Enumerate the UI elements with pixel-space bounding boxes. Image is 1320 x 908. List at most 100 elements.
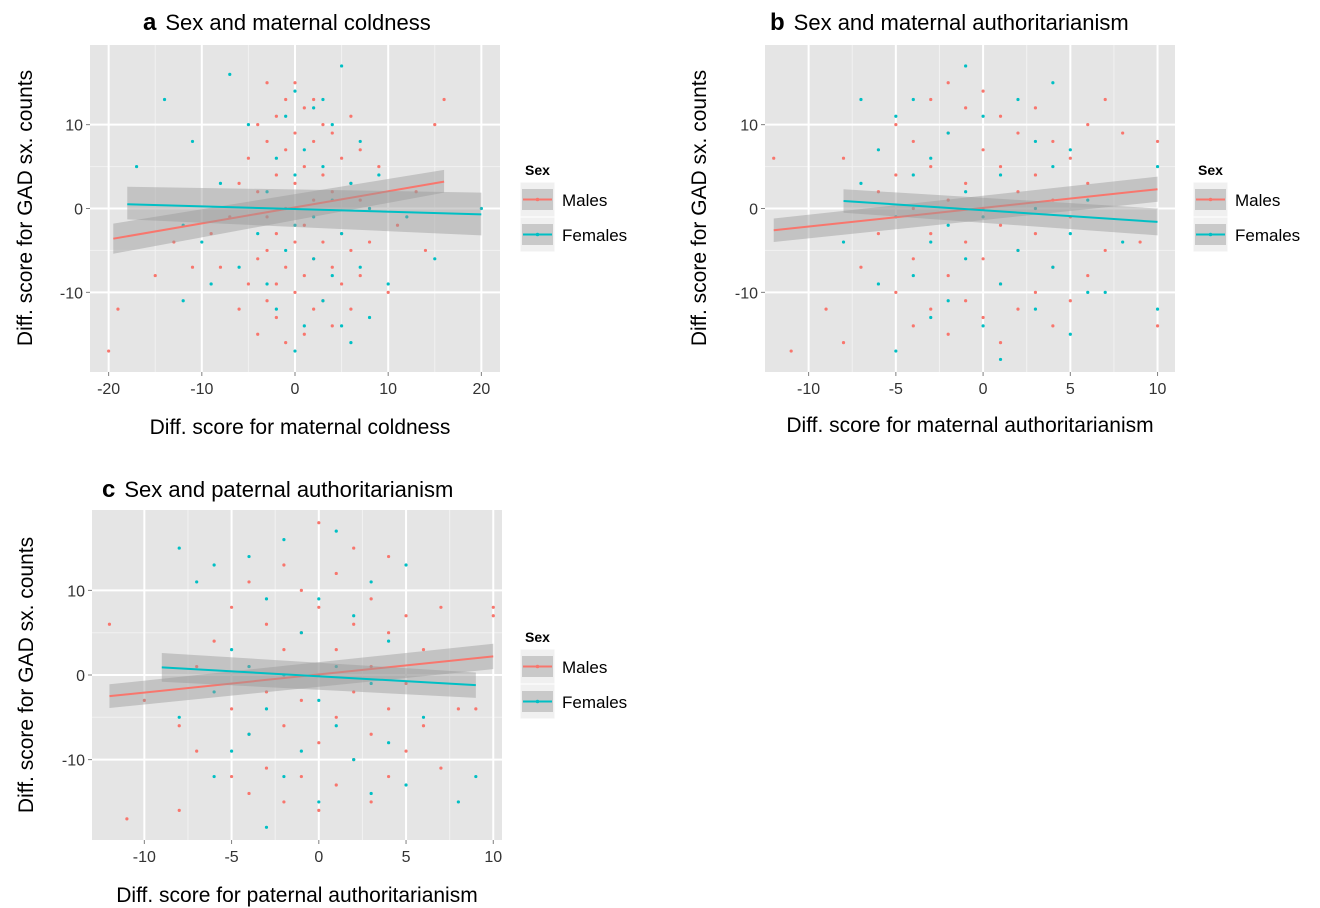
data-point	[859, 181, 863, 185]
data-point	[321, 123, 325, 127]
data-point	[981, 114, 985, 118]
data-point	[284, 148, 288, 152]
data-point	[386, 554, 391, 559]
legend-label-males: Males	[562, 658, 607, 677]
data-point	[404, 563, 408, 567]
data-point	[789, 349, 793, 353]
data-point	[377, 164, 381, 169]
data-point	[946, 273, 950, 278]
data-point	[321, 173, 325, 177]
data-point	[334, 783, 338, 787]
data-point	[334, 664, 338, 669]
legend-label-females: Females	[562, 693, 627, 712]
data-point	[352, 622, 356, 626]
data-point	[299, 588, 303, 592]
data-point	[1033, 173, 1038, 177]
legend-key-point	[535, 664, 540, 669]
data-point	[981, 257, 985, 261]
legend-key-point	[535, 232, 540, 237]
data-point	[218, 181, 223, 185]
data-point	[369, 791, 373, 796]
legend-key-point	[535, 699, 540, 704]
data-point	[330, 123, 334, 127]
data-point	[876, 148, 881, 152]
x-tick-label: 0	[314, 849, 323, 866]
data-point	[894, 349, 898, 353]
data-point	[894, 114, 898, 118]
data-point	[421, 724, 426, 728]
data-point	[302, 148, 306, 152]
data-point	[247, 664, 251, 669]
data-point	[911, 97, 915, 102]
data-point	[1155, 139, 1160, 144]
data-point	[302, 273, 306, 278]
data-point	[190, 139, 195, 144]
legend-label-males: Males	[1235, 191, 1280, 210]
data-point	[1121, 131, 1125, 135]
data-point	[433, 257, 437, 261]
data-point	[125, 817, 129, 821]
data-point	[377, 173, 381, 177]
data-point	[964, 299, 968, 303]
y-tick-label: 10	[65, 118, 83, 135]
y-tick-label: 0	[749, 202, 758, 219]
data-point	[876, 232, 881, 236]
data-point	[352, 758, 356, 762]
data-point	[911, 206, 915, 211]
data-point	[247, 732, 251, 736]
legend-title: Sex	[525, 629, 550, 645]
data-point	[421, 715, 426, 719]
legend-label-females: Females	[1235, 226, 1300, 245]
data-point	[162, 97, 167, 102]
data-point	[274, 114, 278, 118]
data-point	[911, 173, 915, 177]
data-point	[293, 240, 297, 244]
data-point	[1051, 324, 1055, 328]
legend: Sex Males Females	[519, 629, 627, 720]
data-point	[772, 156, 776, 160]
data-point	[894, 290, 898, 294]
data-point	[312, 307, 316, 311]
data-point	[349, 307, 353, 311]
data-point	[929, 307, 933, 311]
data-point	[998, 357, 1003, 362]
data-point	[265, 282, 269, 286]
data-point	[284, 114, 288, 118]
data-point	[312, 198, 316, 202]
panel-letter: a	[143, 9, 157, 36]
data-point	[282, 724, 286, 728]
legend: Sex Males Females	[519, 162, 627, 253]
data-point	[479, 206, 483, 211]
data-point	[264, 690, 269, 694]
data-point	[386, 282, 390, 286]
data-point	[282, 800, 286, 804]
title-text: Sex and maternal authoritarianism	[794, 10, 1129, 35]
data-point	[423, 248, 428, 253]
data-point	[1138, 240, 1142, 244]
data-point	[282, 538, 286, 542]
data-point	[237, 181, 241, 185]
data-point	[274, 282, 278, 286]
data-point	[317, 605, 321, 609]
data-point	[330, 190, 334, 194]
data-point	[841, 240, 846, 244]
data-point	[181, 299, 185, 303]
data-point	[911, 257, 915, 261]
data-point	[911, 273, 915, 278]
data-point	[433, 123, 437, 127]
data-point	[229, 707, 234, 711]
data-point	[929, 240, 933, 244]
data-point	[1086, 181, 1090, 185]
legend-title: Sex	[1198, 162, 1223, 178]
data-point	[1016, 248, 1020, 253]
data-point	[946, 81, 950, 85]
data-point	[264, 622, 269, 626]
data-point	[107, 622, 112, 626]
data-point	[299, 631, 303, 635]
data-point	[317, 698, 321, 702]
data-point	[404, 681, 408, 686]
data-point	[439, 605, 443, 609]
data-point	[946, 223, 950, 227]
series-males	[107, 521, 495, 821]
data-point	[334, 648, 338, 652]
